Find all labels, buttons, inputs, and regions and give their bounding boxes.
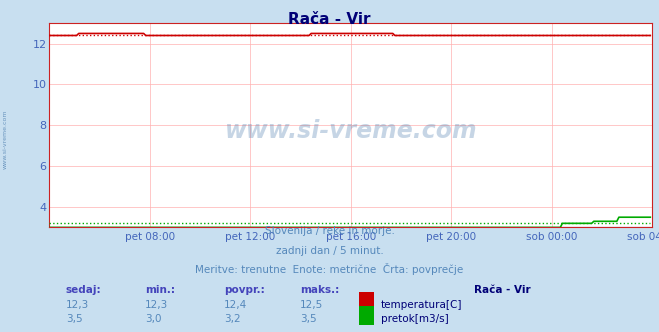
Text: 3,2: 3,2 (224, 314, 241, 324)
Text: 12,3: 12,3 (66, 300, 89, 310)
Text: pretok[m3/s]: pretok[m3/s] (381, 314, 449, 324)
Text: zadnji dan / 5 minut.: zadnji dan / 5 minut. (275, 246, 384, 256)
Text: Meritve: trenutne  Enote: metrične  Črta: povprečje: Meritve: trenutne Enote: metrične Črta: … (195, 263, 464, 275)
Text: 3,5: 3,5 (300, 314, 316, 324)
Text: www.si-vreme.com: www.si-vreme.com (3, 110, 8, 169)
Text: 12,4: 12,4 (224, 300, 247, 310)
Text: www.si-vreme.com: www.si-vreme.com (225, 120, 477, 143)
Text: temperatura[C]: temperatura[C] (381, 300, 463, 310)
Text: 12,3: 12,3 (145, 300, 168, 310)
Text: 3,0: 3,0 (145, 314, 161, 324)
Text: 12,5: 12,5 (300, 300, 323, 310)
Text: Rača - Vir: Rača - Vir (474, 285, 531, 295)
Text: povpr.:: povpr.: (224, 285, 265, 295)
Text: min.:: min.: (145, 285, 175, 295)
Text: Rača - Vir: Rača - Vir (288, 12, 371, 27)
Text: sedaj:: sedaj: (66, 285, 101, 295)
Text: Slovenija / reke in morje.: Slovenija / reke in morje. (264, 226, 395, 236)
Text: maks.:: maks.: (300, 285, 339, 295)
Text: 3,5: 3,5 (66, 314, 82, 324)
